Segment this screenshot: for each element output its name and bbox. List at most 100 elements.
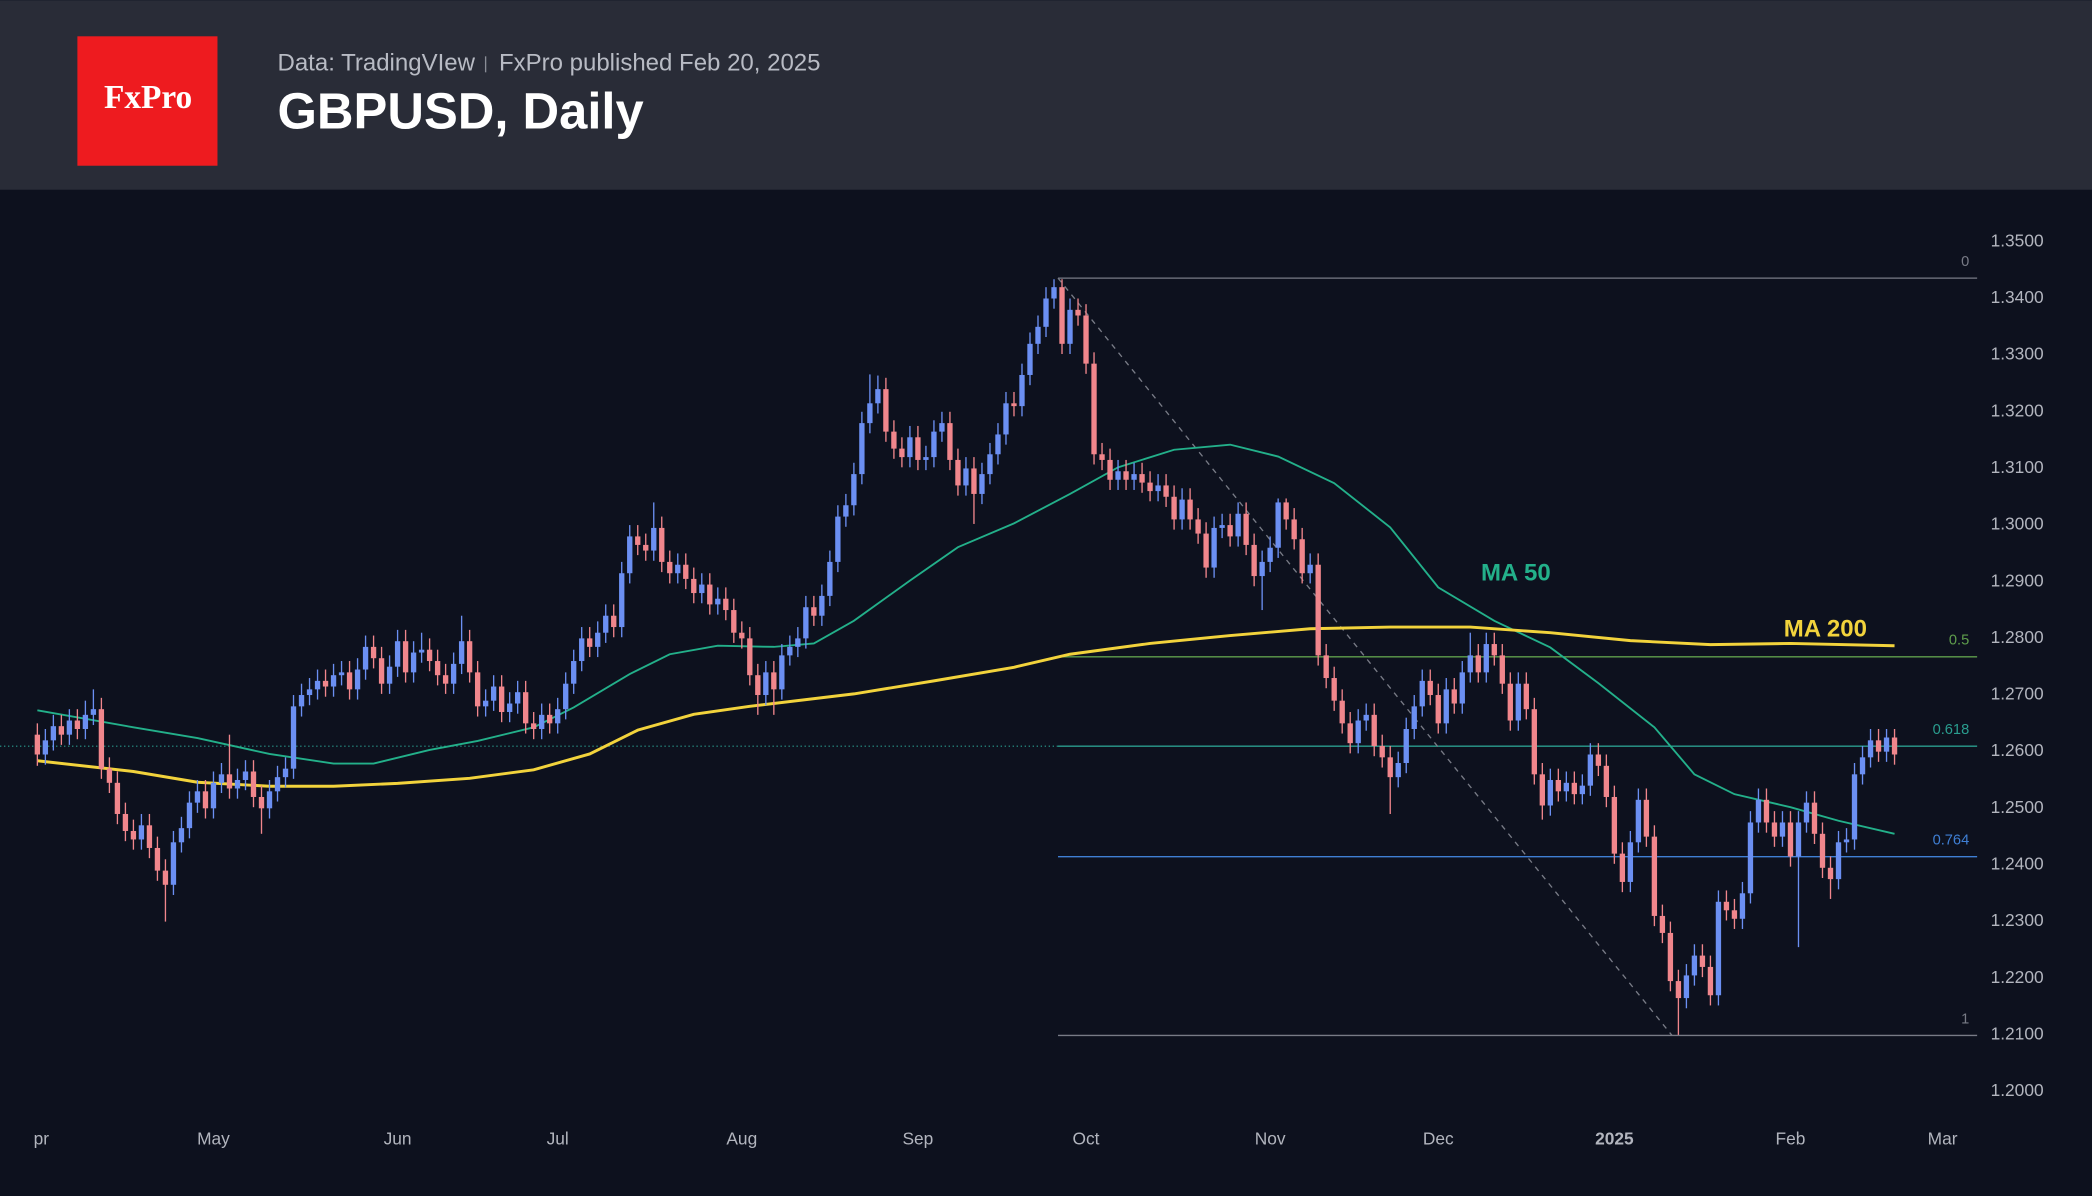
y-tick-label: 1.2900: [1991, 570, 2044, 590]
candle-body: [1771, 822, 1778, 837]
candle-body: [787, 646, 793, 656]
x-tick-label: 2025: [1595, 1128, 1634, 1148]
candle-body: [242, 771, 249, 780]
candle-body: [1747, 822, 1754, 894]
candle-body: [859, 423, 865, 475]
candle-body: [114, 782, 121, 814]
candle-body: [1499, 655, 1505, 684]
candle-body: [90, 709, 97, 715]
candle-body: [915, 437, 921, 460]
candle-body: [410, 652, 417, 673]
candle-body: [1379, 746, 1385, 758]
candle-body: [1075, 309, 1081, 316]
candle-body: [1835, 842, 1842, 880]
candle-body: [939, 423, 945, 432]
candle-body: [474, 672, 481, 707]
y-tick-label: 1.3400: [1991, 287, 2044, 307]
candle-body: [226, 774, 233, 789]
candle-body: [907, 437, 913, 458]
x-tick-label: Feb: [1776, 1128, 1806, 1148]
axes: 1.2000 1.2100 1.2200 1.2300 1.2400 1.2500 1.26…: [34, 230, 2044, 1148]
candle-body: [851, 474, 857, 506]
candle-body: [755, 675, 761, 696]
y-tick-label: 1.2700: [1991, 684, 2044, 704]
candle-body: [1187, 499, 1193, 520]
candle-body: [178, 828, 185, 843]
candle-body: [1675, 981, 1682, 999]
candle-body: [707, 584, 713, 605]
x-tick-label: Dec: [1423, 1128, 1454, 1148]
candle-body: [1627, 842, 1634, 882]
candle-body: [306, 689, 313, 696]
candle-body: [1595, 754, 1602, 766]
candle-body: [971, 468, 977, 494]
candle-body: [1667, 932, 1674, 982]
candle-body: [1307, 564, 1313, 574]
ma-label: MA 200: [1784, 615, 1867, 642]
candle-body: [555, 709, 561, 724]
candle-body: [1179, 499, 1185, 520]
candle-body: [795, 638, 801, 647]
candle-body: [947, 423, 953, 460]
candle-body: [1819, 833, 1826, 868]
candle-body: [194, 791, 201, 803]
candle-body: [1883, 737, 1890, 752]
fib-label: 0.5: [1949, 633, 1969, 649]
candle-body: [1115, 471, 1121, 480]
candle-body: [1403, 729, 1409, 763]
candle-body: [1443, 689, 1449, 724]
candle-body: [210, 782, 217, 809]
candle-body: [1859, 757, 1866, 775]
candle-body: [290, 706, 297, 769]
candle-body: [1827, 867, 1834, 880]
fib-trend-line: [1057, 277, 1673, 1036]
candle-body: [603, 615, 609, 633]
candle-body: [362, 646, 369, 670]
candle-body: [1507, 683, 1513, 721]
candle-body: [122, 813, 129, 831]
y-tick-label: 1.2000: [1991, 1080, 2044, 1100]
candle-body: [1091, 363, 1097, 455]
candle-body: [322, 680, 329, 687]
candle-body: [1371, 714, 1377, 747]
candle-body: [1011, 403, 1017, 407]
candle-body: [619, 573, 625, 628]
candle-body: [883, 389, 889, 432]
y-tick-label: 1.2400: [1991, 854, 2044, 874]
candle-body: [1683, 975, 1690, 999]
y-tick-label: 1.2200: [1991, 967, 2044, 987]
candle-body: [42, 740, 49, 755]
candle-body: [1731, 910, 1738, 919]
fib-label: 1: [1961, 1011, 1969, 1027]
x-tick-label: May: [197, 1128, 230, 1148]
candle-body: [667, 561, 673, 574]
x-tick-label: Sep: [902, 1128, 933, 1148]
candle-body: [1395, 762, 1401, 778]
candle-body: [274, 777, 281, 792]
candle-body: [1083, 315, 1089, 364]
x-tick-label: Nov: [1255, 1128, 1286, 1148]
candle-body: [458, 641, 465, 664]
candle-body: [98, 709, 105, 769]
candle-body: [1603, 765, 1610, 797]
candle-body: [1779, 822, 1786, 837]
candle-body: [1851, 774, 1858, 840]
candle-body: [1723, 901, 1730, 911]
candle-body: [338, 672, 345, 676]
y-tick-label: 1.2800: [1991, 627, 2044, 647]
candle-body: [531, 723, 537, 730]
source: Data: TradingVIew: [278, 50, 476, 77]
fib-label: 0.618: [1933, 722, 1970, 738]
candle-body: [106, 768, 113, 783]
candle-body: [843, 505, 849, 517]
candle-body: [1555, 779, 1561, 792]
candle-body: [1259, 561, 1265, 577]
x-tick-label: Oct: [1073, 1128, 1100, 1148]
candle-body: [1619, 853, 1626, 882]
candle-body: [875, 389, 881, 404]
candle-body: [378, 658, 385, 684]
candle-body: [1523, 683, 1529, 710]
candle-body: [170, 842, 177, 885]
candle-body: [779, 655, 785, 690]
